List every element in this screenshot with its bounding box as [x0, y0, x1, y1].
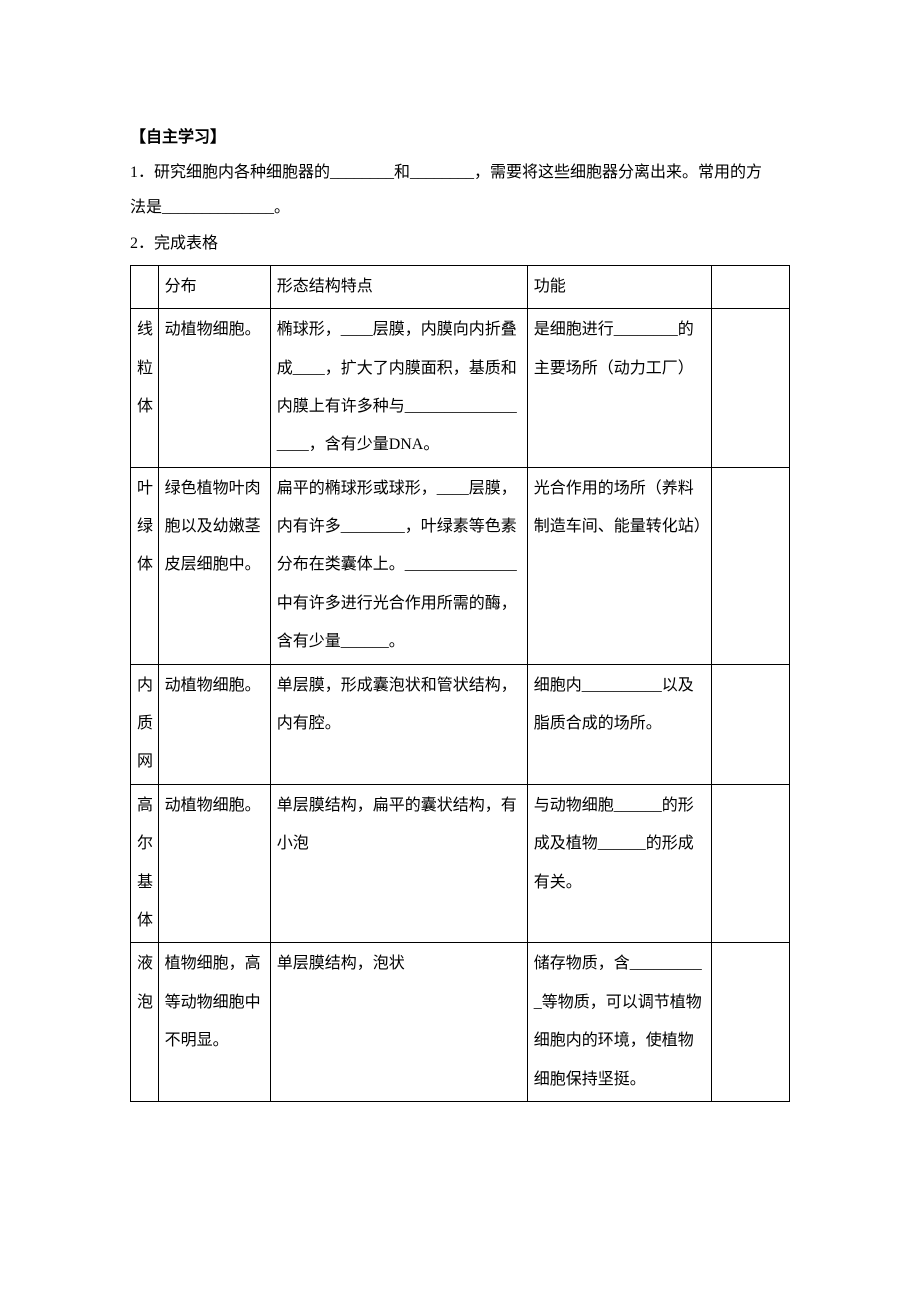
cell-structure: 扁平的椭球形或球形，____层膜，内有许多________，叶绿素等色素分布在类…	[270, 467, 527, 664]
header-cell-structure: 形态结构特点	[270, 265, 527, 308]
cell-distribution: 动植物细胞。	[158, 309, 270, 468]
cell-distribution: 动植物细胞。	[158, 664, 270, 784]
intro-paragraph-2: 2．完成表格	[130, 226, 790, 261]
header-cell-blank	[712, 265, 790, 308]
cell-name-mitochondria: 线粒体	[131, 309, 159, 468]
cell-function: 光合作用的场所（养料制造车间、能量转化站）	[527, 467, 712, 664]
table-row: 内质网 动植物细胞。 单层膜，形成囊泡状和管状结构，内有腔。 细胞内______…	[131, 664, 790, 784]
cell-distribution: 动植物细胞。	[158, 784, 270, 943]
table-row: 液泡 植物细胞，高等动物细胞中不明显。 单层膜结构，泡状 储存物质，含_____…	[131, 943, 790, 1102]
cell-blank	[712, 467, 790, 664]
cell-function: 细胞内__________以及脂质合成的场所。	[527, 664, 712, 784]
cell-name-vacuole: 液泡	[131, 943, 159, 1102]
cell-distribution: 植物细胞，高等动物细胞中不明显。	[158, 943, 270, 1102]
document-page: 【自主学习】 1．研究细胞内各种细胞器的________和________，需要…	[0, 0, 920, 1162]
section-heading: 【自主学习】	[130, 120, 790, 155]
cell-name-golgi: 高尔基体	[131, 784, 159, 943]
cell-function: 与动物细胞______的形成及植物______的形成有关。	[527, 784, 712, 943]
header-cell-function: 功能	[527, 265, 712, 308]
cell-function: 是细胞进行________的主要场所（动力工厂）	[527, 309, 712, 468]
cell-blank	[712, 309, 790, 468]
table-header-row: 分布 形态结构特点 功能	[131, 265, 790, 308]
cell-structure: 椭球形，____层膜，内膜向内折叠成____，扩大了内膜面积，基质和内膜上有许多…	[270, 309, 527, 468]
header-cell-distribution: 分布	[158, 265, 270, 308]
cell-structure: 单层膜，形成囊泡状和管状结构，内有腔。	[270, 664, 527, 784]
intro-paragraph-1-line-2: 法是______________。	[130, 190, 790, 225]
header-cell-empty	[131, 265, 159, 308]
cell-distribution: 绿色植物叶肉胞以及幼嫩茎皮层细胞中。	[158, 467, 270, 664]
organelle-table: 分布 形态结构特点 功能 线粒体 动植物细胞。 椭球形，____层膜，内膜向内折…	[130, 265, 790, 1102]
cell-blank	[712, 943, 790, 1102]
intro-paragraph-1-line-1: 1．研究细胞内各种细胞器的________和________，需要将这些细胞器分…	[130, 155, 790, 190]
table-row: 叶绿体 绿色植物叶肉胞以及幼嫩茎皮层细胞中。 扁平的椭球形或球形，____层膜，…	[131, 467, 790, 664]
cell-blank	[712, 784, 790, 943]
cell-function: 储存物质，含__________等物质，可以调节植物细胞内的环境，使植物细胞保持…	[527, 943, 712, 1102]
cell-name-er: 内质网	[131, 664, 159, 784]
cell-name-chloroplast: 叶绿体	[131, 467, 159, 664]
table-row: 高尔基体 动植物细胞。 单层膜结构，扁平的囊状结构，有小泡 与动物细胞_____…	[131, 784, 790, 943]
cell-structure: 单层膜结构，扁平的囊状结构，有小泡	[270, 784, 527, 943]
cell-blank	[712, 664, 790, 784]
cell-structure: 单层膜结构，泡状	[270, 943, 527, 1102]
table-row: 线粒体 动植物细胞。 椭球形，____层膜，内膜向内折叠成____，扩大了内膜面…	[131, 309, 790, 468]
